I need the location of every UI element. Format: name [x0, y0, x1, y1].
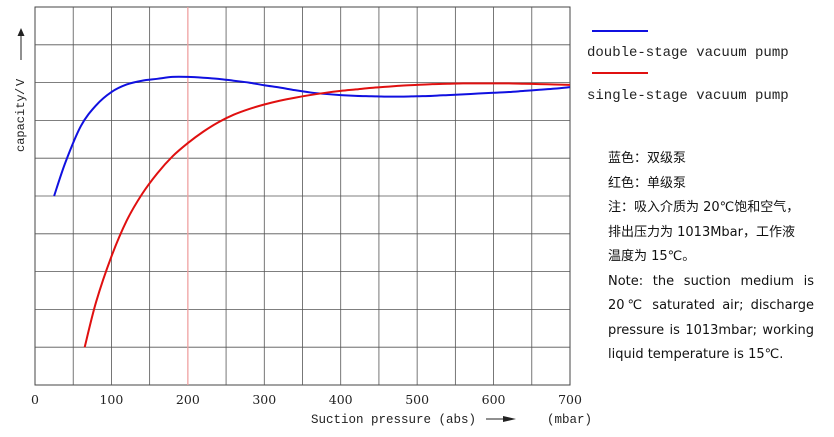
- x-tick-label: 400: [329, 392, 353, 407]
- x-tick-label: 100: [99, 392, 123, 407]
- legend-double-stage-label: double-stage vacuum pump: [587, 45, 789, 61]
- note-red-line: 红色：单级泵: [608, 175, 687, 191]
- note-en-3: pressure is 1013mbar; working: [608, 322, 814, 338]
- series-group: [53, 75, 571, 348]
- x-axis-arrow-icon: [503, 416, 516, 422]
- x-tick-label: 0: [31, 392, 39, 407]
- note-cn-3: 温度为 15℃。: [608, 249, 696, 264]
- y-axis-label: capacity: [14, 94, 28, 152]
- x-axis-unit: (mbar): [547, 413, 592, 427]
- legend: double-stage vacuum pump single-stage va…: [587, 30, 789, 104]
- x-axis-label: Suction pressure (abs): [311, 413, 476, 427]
- note-en-1: Note: the suction medium is: [608, 273, 814, 289]
- note-en-2: 20℃ saturated air; discharge: [608, 298, 814, 313]
- y-axis-unit-slash: /: [14, 88, 28, 95]
- series-double-stage-line: [53, 75, 571, 197]
- y-axis-title: capacity / V: [14, 28, 28, 152]
- series-single-stage-line: [83, 82, 571, 348]
- legend-single-stage-label: single-stage vacuum pump: [587, 88, 789, 104]
- x-tick-label: 600: [482, 392, 506, 407]
- note-cn-2: 排出压力为 1013Mbar，工作液: [608, 224, 795, 240]
- plot-grid: [34, 6, 571, 386]
- x-tick-label: 200: [176, 392, 200, 407]
- note-blue-line: 蓝色：双级泵: [608, 151, 687, 166]
- x-tick-labels: 0 100 200 300 400 500 600 700: [31, 392, 582, 407]
- note-cn-1: 注：吸入介质为 20℃饱和空气，: [608, 200, 800, 215]
- x-tick-label: 500: [405, 392, 429, 407]
- note-en-4: liquid temperature is 15℃.: [608, 347, 784, 362]
- x-tick-label: 300: [252, 392, 276, 407]
- y-axis-unit-v: V: [14, 78, 28, 86]
- y-axis-arrow-icon: [17, 28, 25, 36]
- x-tick-label: 700: [558, 392, 582, 407]
- notes-block: 蓝色：双级泵 红色：单级泵 注：吸入介质为 20℃饱和空气， 排出压力为 101…: [608, 147, 814, 368]
